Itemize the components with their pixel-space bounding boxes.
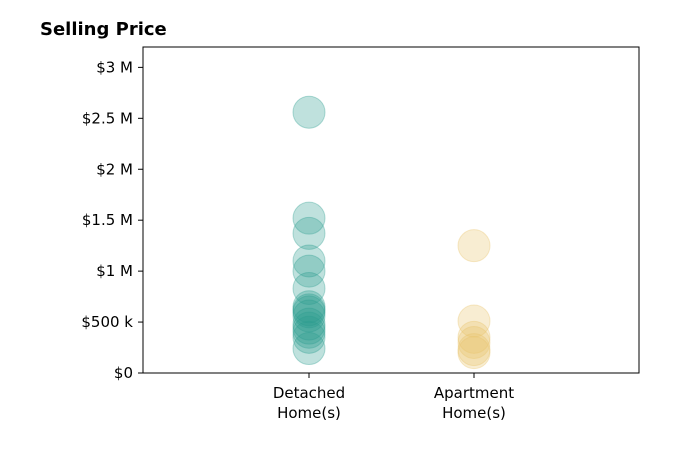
data-point (292, 293, 326, 327)
data-point (292, 244, 326, 278)
y-tick-label: $2 M (96, 160, 133, 178)
data-point (457, 320, 491, 354)
data-point (292, 332, 326, 366)
data-point (292, 271, 326, 305)
data-point (292, 315, 326, 349)
data-point (457, 325, 491, 359)
x-tick-label: Apartment (434, 384, 514, 402)
data-point (457, 304, 491, 338)
data-point (292, 254, 326, 288)
data-point (292, 290, 326, 324)
data-point (457, 333, 491, 367)
data-point (457, 229, 491, 263)
y-tick-label: $1.5 M (82, 211, 133, 229)
data-point (292, 299, 326, 333)
y-tick-label: $0 (114, 364, 133, 382)
data-point (292, 320, 326, 354)
y-tick-label: $500 k (81, 313, 133, 331)
data-point (292, 95, 326, 129)
data-point (292, 311, 326, 345)
data-point (292, 201, 326, 235)
data-point (292, 216, 326, 250)
x-tick-label: Detached (273, 384, 345, 402)
plot-frame (142, 46, 640, 374)
data-point (292, 295, 326, 329)
data-point (292, 307, 326, 341)
data-point (457, 336, 491, 370)
y-tick-label: $1 M (96, 262, 133, 280)
y-tick-label: $2.5 M (82, 109, 133, 127)
x-tick-label: Home(s) (277, 404, 341, 422)
scatter-points (292, 95, 491, 370)
y-tick-label: $3 M (96, 58, 133, 76)
chart-title: Selling Price (40, 19, 167, 40)
x-tick-label: Home(s) (442, 404, 506, 422)
x-axis: Detached Home(s) Apartment Home(s) (273, 373, 514, 422)
y-axis: $0 $500 k $1 M $1.5 M $2 M $2.5 M $3 M (81, 58, 143, 382)
